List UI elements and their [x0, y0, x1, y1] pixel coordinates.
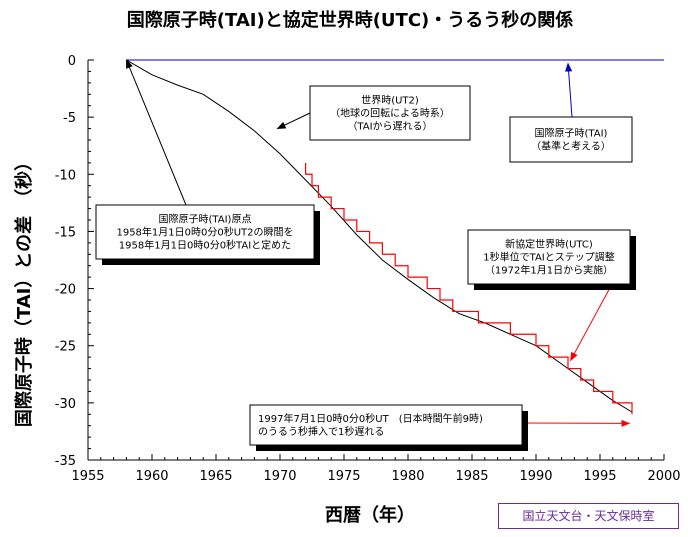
callout-box: [467, 229, 631, 285]
callout-text-line: （1972年1月1日から実施）: [485, 264, 613, 277]
callout-box: [95, 204, 315, 260]
callout-text-line: 国際原子時(TAI)原点: [159, 214, 252, 226]
credit-label: 国立天文台・天文保時室: [498, 503, 679, 529]
chart-title: 国際原子時(TAI)と協定世界時(UTC)・うるう秒の関係: [127, 9, 574, 31]
x-tick-label: 1970: [263, 469, 296, 484]
x-tick-label: 1995: [583, 469, 616, 484]
y-tick-label: -10: [55, 168, 76, 183]
x-tick-label: 2000: [647, 469, 680, 484]
callout-arrow-utc: [570, 283, 613, 362]
y-tick-label: 0: [68, 54, 76, 69]
callout-text-line: 1958年1月1日0時0分0秒TAIと定めた: [119, 239, 291, 252]
callout-ut2: 世界時(UT2)（地球の回転による時系）（TAIから遅れる）: [309, 85, 471, 141]
callout-tai-origin: 国際原子時(TAI)原点1958年1月1日0時0分0秒UT2の瞬間を1958年1…: [95, 204, 320, 265]
x-tick-label: 1980: [391, 469, 424, 484]
callout-text-line: （TAIから遅れる）: [347, 121, 432, 133]
y-tick-label: -20: [55, 283, 76, 298]
callout-arrow-tai-origin: [125, 59, 187, 206]
callout-text-line: 世界時(UT2): [361, 95, 419, 107]
callout-text-line: 1秒単位でTAIとステップ調整: [483, 251, 614, 264]
callout-box: [509, 116, 633, 163]
callout-text-line: 1958年1月1日0時0分0秒UT2の瞬間を: [116, 226, 293, 239]
x-tick-label: 1955: [71, 469, 104, 484]
series-line-1: [126, 59, 633, 413]
y-tick-label: -30: [55, 397, 76, 412]
callout-leap-1997: 1997年7月1日0時0分0秒UT (日本時間午前9時)のうるう秒挿入で1秒遅れ…: [249, 404, 528, 451]
callout-text-line: （地球の回転による時系）: [330, 107, 450, 120]
y-tick-label: -35: [55, 454, 76, 469]
x-tick-label: 1975: [327, 469, 360, 484]
x-tick-label: 1960: [135, 469, 168, 484]
callout-text-line: （基準と考える）: [531, 140, 611, 153]
callout-text-line: 国際原子時(TAI): [535, 128, 608, 140]
y-tick-label: -25: [55, 340, 76, 355]
y-tick-label: -15: [55, 225, 76, 240]
x-tick-label: 1990: [519, 469, 552, 484]
x-tick-label: 1965: [199, 469, 232, 484]
callout-text-line: 新協定世界時(UTC): [505, 238, 593, 251]
callout-box: [249, 404, 523, 446]
callout-text-line: のうるう秒挿入で1秒遅れる: [258, 425, 384, 438]
callout-tai: 国際原子時(TAI)（基準と考える）: [509, 116, 633, 163]
callout-arrow-ut2: [276, 112, 311, 130]
callout-box: [309, 85, 471, 141]
y-tick-label: -5: [63, 111, 76, 126]
callout-arrow-tai: [565, 62, 573, 118]
x-tick-label: 1985: [455, 469, 488, 484]
x-axis-label: 西暦（年）: [325, 504, 415, 526]
series-line-2: [305, 162, 633, 415]
callout-utc: 新協定世界時(UTC)1秒単位でTAIとステップ調整（1972年1月1日から実施…: [467, 229, 636, 290]
callout-text-line: 1997年7月1日0時0分0秒UT (日本時間午前9時): [258, 412, 483, 425]
y-axis-label: 国際原子時（TAI）との差 （秒）: [13, 153, 35, 427]
